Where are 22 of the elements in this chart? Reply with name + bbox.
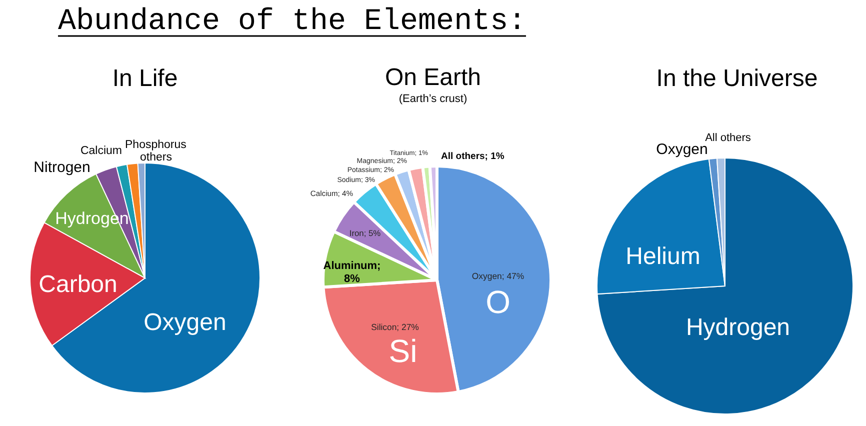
slice-label: Phosphorus bbox=[125, 139, 187, 151]
slice-label: Calcium bbox=[80, 145, 122, 157]
slice-label: All others bbox=[705, 132, 752, 144]
chart-title: In Life bbox=[112, 65, 178, 92]
slice-label: All others; 1% bbox=[441, 151, 505, 162]
text: O bbox=[486, 284, 510, 320]
slice-label: Oxygen bbox=[144, 309, 226, 336]
slice-label: Nitrogen bbox=[34, 159, 90, 176]
chart-title: On Earth bbox=[384, 64, 482, 91]
text: Si bbox=[388, 333, 418, 369]
slice-label: Silicon; 27% bbox=[371, 322, 420, 332]
text: Abundance of the Elements: bbox=[58, 5, 526, 39]
chart-title: In the Universe bbox=[656, 65, 818, 92]
slice-label: Hydrogen bbox=[686, 314, 790, 341]
slice-label: others bbox=[140, 152, 172, 164]
slice-label: Oxygen; 47% bbox=[472, 271, 524, 281]
slice-label: Oxygen bbox=[656, 141, 708, 158]
pie-slice bbox=[596, 158, 854, 414]
slice-label: Helium bbox=[626, 243, 700, 270]
chart-subtitle: (Earth’s crust) bbox=[398, 93, 468, 105]
slice-label: Carbon bbox=[38, 271, 118, 298]
slice-label: Iron; 5% bbox=[349, 228, 382, 238]
